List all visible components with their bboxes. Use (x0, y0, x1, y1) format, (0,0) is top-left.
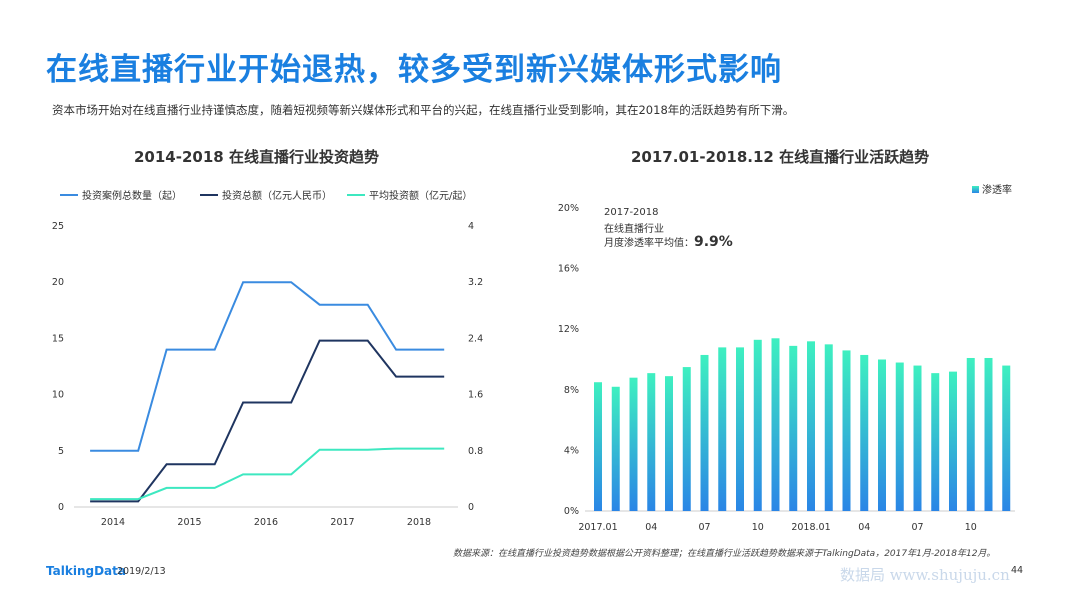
bar-y-tick-label: 12% (558, 324, 579, 335)
bar (895, 362, 904, 511)
series-line-2 (90, 339, 445, 503)
annotation-average-value: 9.9% (694, 234, 733, 250)
bar (611, 386, 620, 511)
right-y-tick-label: 2.4 (468, 333, 483, 344)
annotation-average: 月度渗透率平均值：9.9% (604, 234, 733, 250)
activity-bar-chart: 0% 4% 8% 12% 16% 20% 2017.01 04 07 10 2018.01 04 07 1… (558, 183, 1015, 533)
bar (682, 367, 691, 511)
bar (807, 341, 815, 511)
bar (594, 382, 602, 511)
annotation-industry: 在线直播行业 (604, 224, 664, 235)
bar (700, 354, 709, 511)
bar-y-tick-label: 0% (564, 506, 579, 517)
x-tick-label: 2016 (254, 517, 278, 528)
legend-label: 投资总额（亿元人民币） (222, 189, 332, 202)
bar-y-tick-label: 8% (564, 385, 579, 396)
bar-y-tick-label: 4% (564, 445, 579, 456)
annotation-years: 2017-2018 (604, 207, 659, 218)
talkingdata-logo: TalkingData (46, 564, 126, 578)
report-date: 2019/2/13 (117, 566, 166, 577)
bar (842, 350, 851, 511)
right-y-tick-label: 0 (468, 502, 474, 513)
bar-x-tick-label: 10 (965, 522, 977, 533)
bar-legend-swatch (972, 186, 979, 193)
bar-x-tick-label: 07 (698, 522, 710, 533)
series-line-3 (90, 447, 445, 501)
bar (966, 357, 975, 511)
bar-x-tick-label: 10 (752, 522, 764, 533)
page-subtitle: 资本市场开始对在线直播行业持谨慎态度，随着短视频等新兴媒体形式和平台的兴起，在线… (52, 103, 795, 117)
left-chart-title: 2014-2018 在线直播行业投资趋势 (134, 148, 379, 166)
bar-x-tick-label: 2017.01 (578, 522, 617, 533)
left-y-tick-label: 5 (58, 446, 64, 457)
left-y-tick-label: 15 (52, 333, 64, 344)
annotation-average-label: 月度渗透率平均值： (604, 238, 694, 249)
bar (753, 339, 762, 511)
bar (736, 347, 744, 511)
right-y-tick-label: 1.6 (468, 390, 483, 401)
data-source-note: 数据来源：在线直播行业投资趋势数据根据公开资料整理；在线直播行业活跃趋势数据来源… (453, 549, 996, 559)
left-y-tick-label: 0 (58, 502, 64, 513)
legend-label: 平均投资额（亿元/起） (369, 189, 472, 202)
x-tick-label: 2014 (101, 517, 125, 528)
bar (860, 354, 869, 511)
bar (629, 377, 638, 511)
bar (984, 357, 993, 511)
bar (1002, 365, 1011, 511)
bar-legend-label: 渗透率 (982, 183, 1012, 196)
bar (647, 373, 656, 511)
right-y-tick-label: 3.2 (468, 277, 483, 288)
bar-x-tick-label: 04 (858, 522, 870, 533)
x-tick-label: 2017 (330, 517, 354, 528)
bar (665, 376, 673, 511)
bar-y-tick-label: 20% (558, 203, 579, 214)
bar-x-tick-label: 04 (645, 522, 657, 533)
left-y-tick-label: 25 (52, 221, 64, 232)
bar-y-tick-label: 16% (558, 264, 579, 275)
bar (913, 365, 922, 511)
right-y-tick-label: 4 (468, 221, 474, 232)
watermark: 数据局 www.shujuju.cn (840, 566, 1010, 584)
series-line-1 (90, 281, 445, 452)
page-title: 在线直播行业开始退热，较多受到新兴媒体形式影响 (46, 52, 782, 88)
investment-line-chart: 0 5 10 15 20 25 0 0.8 1.6 2.4 3.2 4 2014 2015 2016 2017… (52, 189, 483, 528)
right-chart-title: 2017.01-2018.12 在线直播行业活跃趋势 (631, 148, 930, 166)
legend-label: 投资案例总数量（起） (82, 189, 182, 202)
left-y-tick-label: 10 (52, 390, 64, 401)
x-tick-label: 2015 (177, 517, 201, 528)
bar (718, 347, 727, 511)
bar-x-tick-label: 07 (911, 522, 923, 533)
bar (789, 345, 798, 511)
bar (949, 371, 957, 511)
bar-x-tick-label: 2018.01 (791, 522, 830, 533)
x-tick-label: 2018 (407, 517, 431, 528)
bar (931, 373, 940, 511)
bar (771, 338, 780, 511)
bar (824, 344, 833, 511)
bar (878, 359, 886, 511)
left-y-tick-label: 20 (52, 277, 64, 288)
page-number: 44 (1011, 565, 1024, 576)
right-y-tick-label: 0.8 (468, 446, 483, 457)
